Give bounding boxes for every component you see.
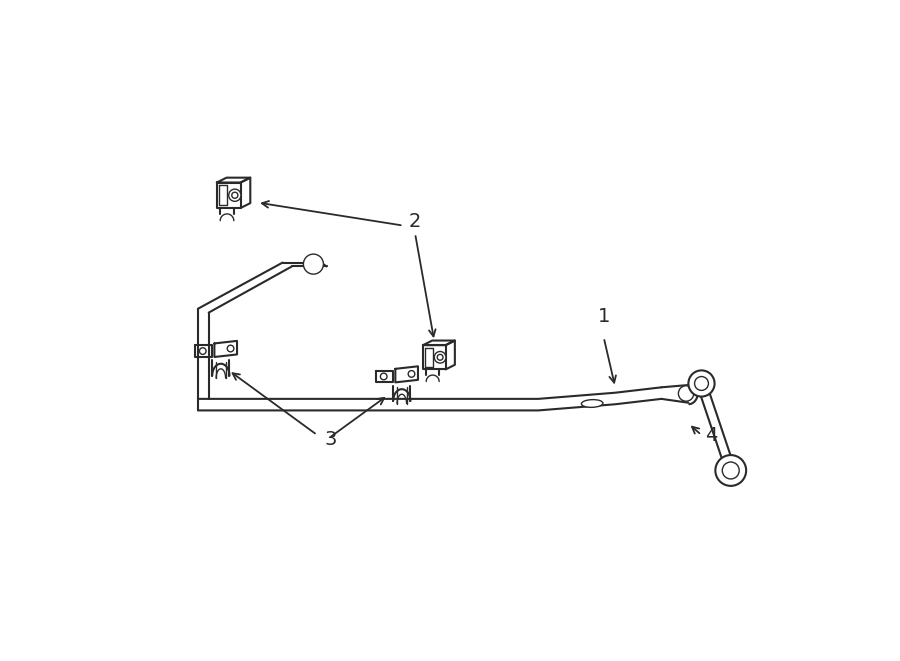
Circle shape (409, 371, 415, 377)
Circle shape (679, 386, 694, 401)
Circle shape (303, 254, 323, 274)
Circle shape (435, 352, 446, 363)
Circle shape (723, 462, 739, 479)
Text: 2: 2 (409, 212, 421, 231)
Circle shape (688, 370, 715, 397)
Circle shape (232, 192, 238, 198)
Circle shape (716, 455, 746, 486)
Circle shape (229, 189, 241, 202)
Text: 3: 3 (324, 430, 337, 449)
Text: 1: 1 (598, 307, 610, 326)
Circle shape (200, 348, 206, 354)
Circle shape (437, 354, 443, 360)
Circle shape (695, 377, 708, 391)
Text: 4: 4 (706, 426, 717, 445)
Circle shape (381, 373, 387, 380)
Ellipse shape (581, 400, 603, 407)
Circle shape (227, 345, 234, 352)
